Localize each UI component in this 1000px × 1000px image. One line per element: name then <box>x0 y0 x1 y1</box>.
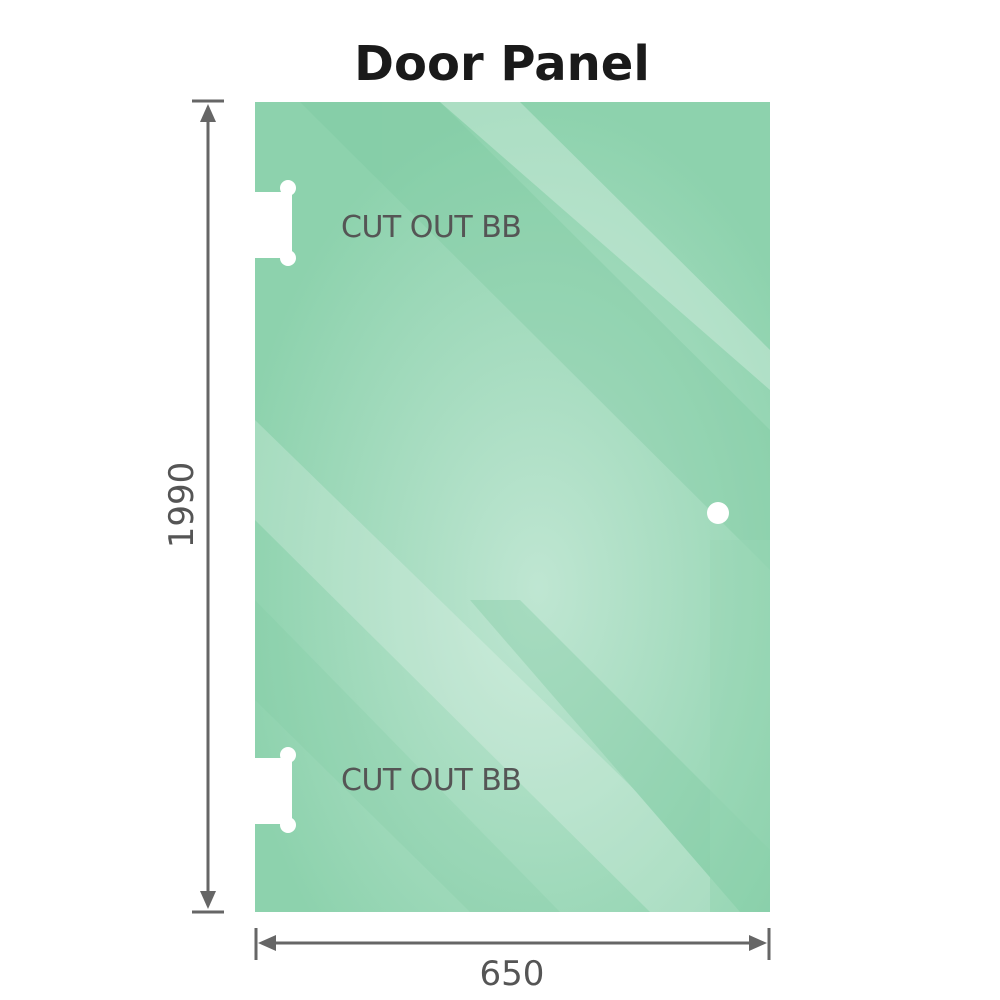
height-dimension-arrow <box>192 99 224 914</box>
handle-hole <box>707 502 729 524</box>
cutout-top <box>250 180 296 266</box>
height-dimension-label: 1990 <box>162 462 202 549</box>
cutout-label-top: CUT OUT BB <box>341 210 521 245</box>
width-dimension-arrow <box>254 928 771 960</box>
cutout-bottom <box>250 747 296 833</box>
width-dimension-label: 650 <box>480 954 545 994</box>
glass-panel <box>255 102 770 912</box>
diagram-title: Door Panel <box>354 36 650 92</box>
cutout-label-bottom: CUT OUT BB <box>341 763 521 798</box>
